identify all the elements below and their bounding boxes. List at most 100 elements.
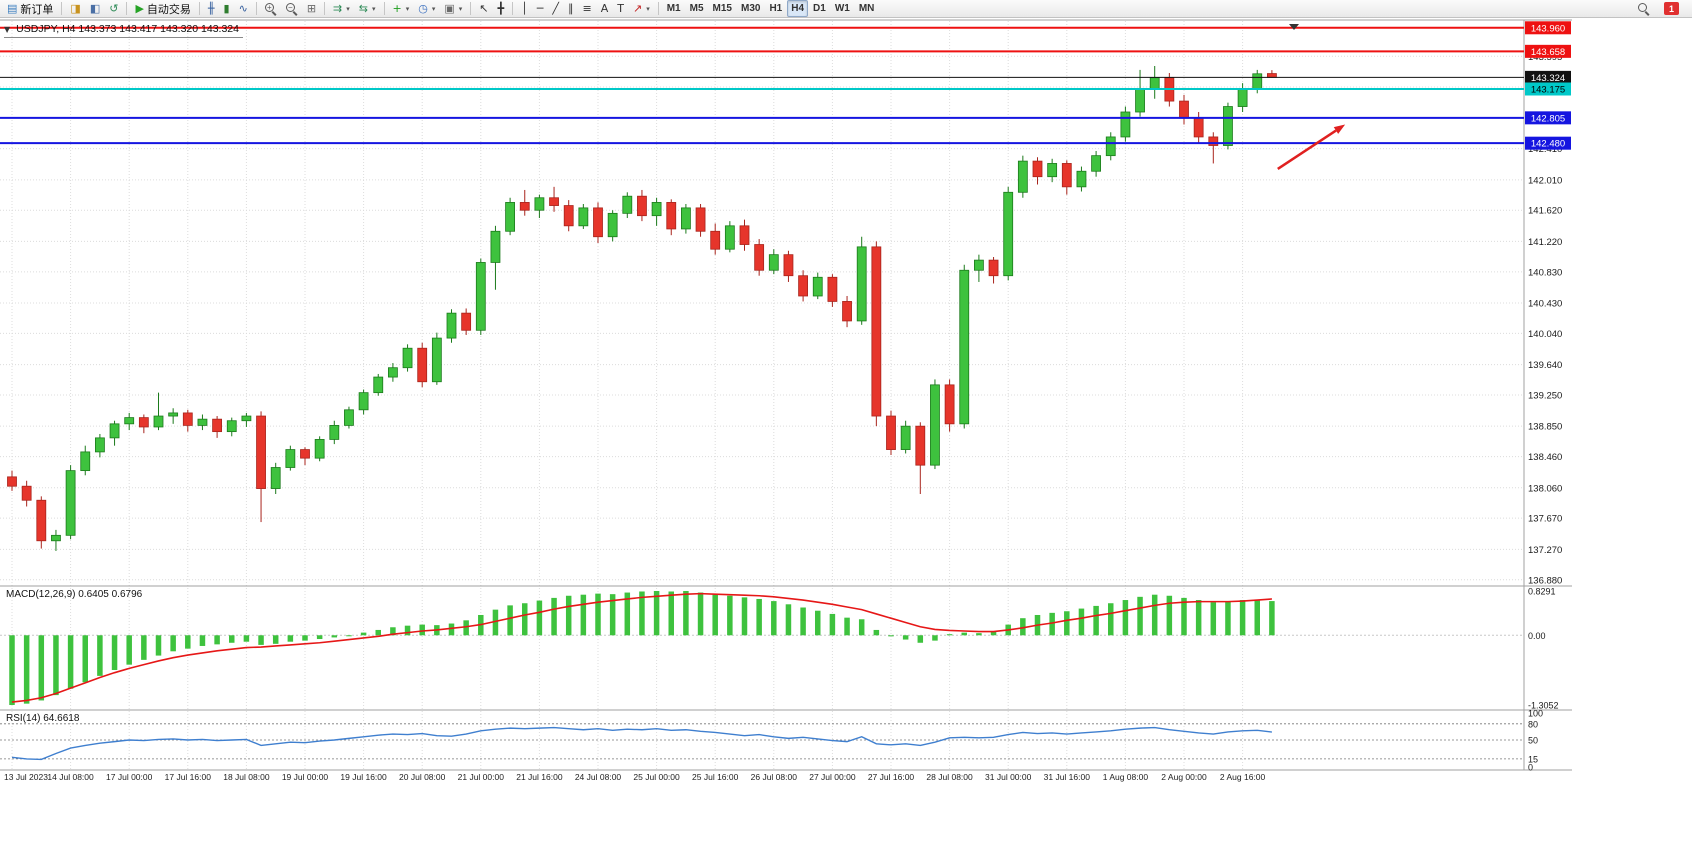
svg-text:80: 80 bbox=[1528, 719, 1538, 729]
candlestick-chart-icon: ▮ bbox=[223, 2, 230, 15]
toolbar-separator bbox=[324, 2, 326, 15]
toolbar-separator bbox=[198, 2, 200, 15]
market-watch-icon[interactable]: ◨ bbox=[66, 0, 84, 17]
autotrading-button[interactable]: ▶ 自动交易 bbox=[135, 2, 191, 16]
candle bbox=[36, 496, 47, 549]
equidistant-channel-icon[interactable]: ∥ bbox=[564, 0, 578, 17]
chart-shift-icon: ⇆ bbox=[358, 2, 368, 15]
candle bbox=[651, 197, 662, 226]
candle bbox=[871, 241, 882, 427]
fibonacci-icon[interactable]: ≡ bbox=[579, 0, 596, 17]
candle bbox=[563, 200, 574, 232]
cursor-icon[interactable]: ↖ bbox=[475, 0, 492, 17]
svg-text:13 Jul 2023: 13 Jul 2023 bbox=[4, 772, 48, 782]
chart-shift-icon[interactable]: ⇆ ▾ bbox=[355, 0, 380, 17]
svg-text:2 Aug 00:00: 2 Aug 00:00 bbox=[1161, 772, 1207, 782]
indicators-icon[interactable]: + ▾ bbox=[389, 0, 414, 17]
data-window-icon: ◧ bbox=[89, 2, 101, 15]
macd-histogram bbox=[9, 591, 1275, 705]
text-icon[interactable]: A bbox=[597, 0, 613, 17]
macd-values: 0.6405 0.6796 bbox=[78, 589, 143, 600]
svg-text:2 Aug 16:00: 2 Aug 16:00 bbox=[1220, 772, 1266, 782]
crosshair-icon: ╋ bbox=[497, 2, 505, 15]
time-scale[interactable]: 13 Jul 2023 14 Jul 08:00 17 Jul 00:00 17 Ju… bbox=[4, 772, 1266, 782]
candle bbox=[65, 465, 76, 540]
candle bbox=[607, 210, 618, 242]
chart-shift-marker[interactable] bbox=[1289, 24, 1299, 30]
chevron-down-icon: ▾ bbox=[646, 4, 650, 13]
vertical-line-icon: │ bbox=[521, 2, 528, 15]
toolbar-separator bbox=[61, 2, 63, 15]
templates-icon: ▣ bbox=[444, 2, 455, 15]
svg-text:0.8291: 0.8291 bbox=[1528, 587, 1556, 597]
vertical-line-icon[interactable]: │ bbox=[517, 0, 532, 17]
svg-text:138.850: 138.850 bbox=[1528, 422, 1562, 433]
rsi-line bbox=[11, 726, 1272, 761]
timeframe-d1[interactable]: D1 bbox=[813, 3, 826, 14]
zoom-out-icon[interactable]: − bbox=[282, 0, 302, 17]
horizontal-line-icon[interactable]: ─ bbox=[533, 0, 548, 17]
timeframe-m1[interactable]: M1 bbox=[666, 3, 681, 14]
candle bbox=[7, 470, 17, 491]
candlestick-chart-icon[interactable]: ▮ bbox=[220, 0, 234, 17]
svg-text:25 Jul 00:00: 25 Jul 00:00 bbox=[633, 772, 680, 782]
svg-text:142.805: 142.805 bbox=[1531, 113, 1565, 124]
candle bbox=[534, 194, 545, 219]
new-order-button[interactable]: ▤ 新订单 bbox=[7, 2, 54, 16]
line-chart-icon[interactable]: ∿ bbox=[235, 0, 252, 17]
candle bbox=[344, 406, 354, 429]
bar-chart-icon[interactable]: ╫ bbox=[204, 0, 219, 17]
trendline-icon[interactable]: ╱ bbox=[548, 0, 563, 17]
svg-text:138.460: 138.460 bbox=[1528, 452, 1562, 463]
chevron-down-icon: ▾ bbox=[405, 4, 410, 13]
timeframe-w1[interactable]: W1 bbox=[834, 3, 850, 14]
search-icon[interactable] bbox=[1634, 0, 1654, 17]
svg-text:141.220: 141.220 bbox=[1528, 237, 1562, 248]
navigator-icon[interactable]: ↺ bbox=[105, 0, 122, 17]
timeframe-h4[interactable]: H4 bbox=[787, 0, 809, 17]
candle bbox=[1076, 166, 1087, 192]
svg-text:138.060: 138.060 bbox=[1528, 483, 1562, 494]
trendline-icon: ╱ bbox=[552, 2, 559, 15]
navigator-icon: ↺ bbox=[109, 2, 119, 15]
candle bbox=[886, 410, 896, 456]
svg-text:140.430: 140.430 bbox=[1528, 299, 1562, 310]
periods-icon[interactable]: ◷ ▾ bbox=[414, 0, 439, 17]
candle bbox=[812, 272, 823, 300]
svg-text:17 Jul 16:00: 17 Jul 16:00 bbox=[165, 772, 212, 782]
svg-text:31 Jul 00:00: 31 Jul 00:00 bbox=[985, 772, 1032, 782]
svg-text:140.830: 140.830 bbox=[1528, 267, 1562, 278]
price-badge: 143.324 bbox=[1525, 70, 1571, 84]
candle bbox=[1120, 106, 1131, 142]
timeframe-mn[interactable]: MN bbox=[858, 3, 875, 14]
candle bbox=[1003, 186, 1014, 281]
svg-text:1 Aug 08:00: 1 Aug 08:00 bbox=[1103, 772, 1149, 782]
price-badge: 142.480 bbox=[1525, 136, 1571, 150]
timeframe-m5[interactable]: M5 bbox=[689, 3, 704, 14]
macd-scale[interactable]: 0.8291 0.00 -1.3052 bbox=[1528, 587, 1559, 711]
candle bbox=[768, 249, 779, 275]
candle bbox=[256, 411, 266, 523]
templates-icon[interactable]: ▣ ▾ bbox=[440, 0, 466, 17]
data-window-icon[interactable]: ◧ bbox=[86, 0, 104, 17]
text-label-icon[interactable]: T bbox=[613, 0, 628, 17]
tile-windows-icon[interactable]: ⊞ bbox=[303, 0, 320, 17]
crosshair-icon[interactable]: ╋ bbox=[494, 0, 509, 17]
timeframe-m15[interactable]: M15 bbox=[712, 3, 732, 14]
svg-text:19 Jul 16:00: 19 Jul 16:00 bbox=[340, 772, 387, 782]
candle bbox=[783, 250, 794, 282]
svg-text:100: 100 bbox=[1528, 709, 1543, 719]
arrows-icon[interactable]: ↗ ▾ bbox=[629, 0, 654, 17]
candle bbox=[622, 192, 633, 219]
timeframe-h1[interactable]: H1 bbox=[769, 3, 783, 14]
zoom-in-icon[interactable]: + bbox=[261, 0, 281, 17]
chart-collapse-icon[interactable]: ▼ bbox=[4, 25, 11, 34]
notifications-badge[interactable]: 1 bbox=[1660, 0, 1683, 17]
arrow-annotation[interactable] bbox=[1277, 124, 1346, 170]
candle bbox=[417, 342, 428, 388]
auto-scroll-icon[interactable]: ⇉ ▾ bbox=[329, 0, 354, 17]
timeframe-m30[interactable]: M30 bbox=[740, 3, 761, 14]
candle bbox=[724, 221, 735, 253]
svg-text:142.480: 142.480 bbox=[1531, 139, 1565, 150]
